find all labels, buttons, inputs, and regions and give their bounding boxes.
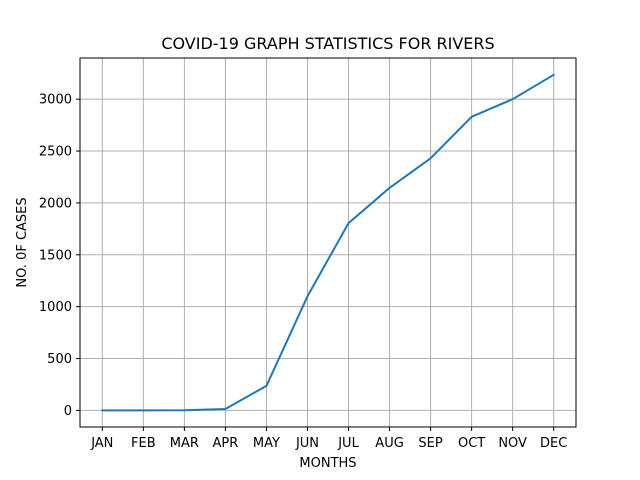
x-tick-label: NOV bbox=[498, 436, 527, 451]
x-tick-label: FEB bbox=[131, 436, 156, 451]
y-axis-label: NO. 0F CASES bbox=[15, 197, 30, 287]
axis-ticks: JAN FEB MAR APR MAY JUN JUL AUG SEP OCT NOV DEC 0 500… bbox=[39, 93, 567, 451]
y-tick-label: 3000 bbox=[39, 93, 72, 108]
x-tick-label: MAR bbox=[170, 436, 199, 451]
series-line bbox=[101, 73, 556, 412]
y-tick-label: 0 bbox=[64, 404, 72, 419]
x-axis-label: MONTHS bbox=[299, 456, 356, 471]
y-tick-label: 500 bbox=[47, 352, 72, 367]
series-layer bbox=[101, 73, 556, 412]
y-tick-label: 1500 bbox=[39, 248, 72, 263]
chart-title: COVID-19 GRAPH STATISTICS FOR RIVERS bbox=[161, 34, 494, 53]
x-tick-label: DEC bbox=[540, 436, 567, 451]
x-tick-label: SEP bbox=[418, 436, 442, 451]
plot-area-frame bbox=[79, 57, 577, 428]
y-tick-label: 2500 bbox=[39, 145, 72, 160]
x-tick-label: JUN bbox=[295, 436, 319, 451]
x-tick-label: OCT bbox=[458, 436, 485, 451]
y-tick-label: 1000 bbox=[39, 300, 72, 315]
x-tick-label: MAY bbox=[253, 436, 280, 451]
x-tick-label: JAN bbox=[90, 436, 113, 451]
grid bbox=[80, 58, 576, 427]
x-tick-label: APR bbox=[213, 436, 239, 451]
y-tick-label: 2000 bbox=[39, 196, 72, 211]
x-tick-label: JUL bbox=[337, 436, 359, 451]
x-tick-label: AUG bbox=[375, 436, 403, 451]
